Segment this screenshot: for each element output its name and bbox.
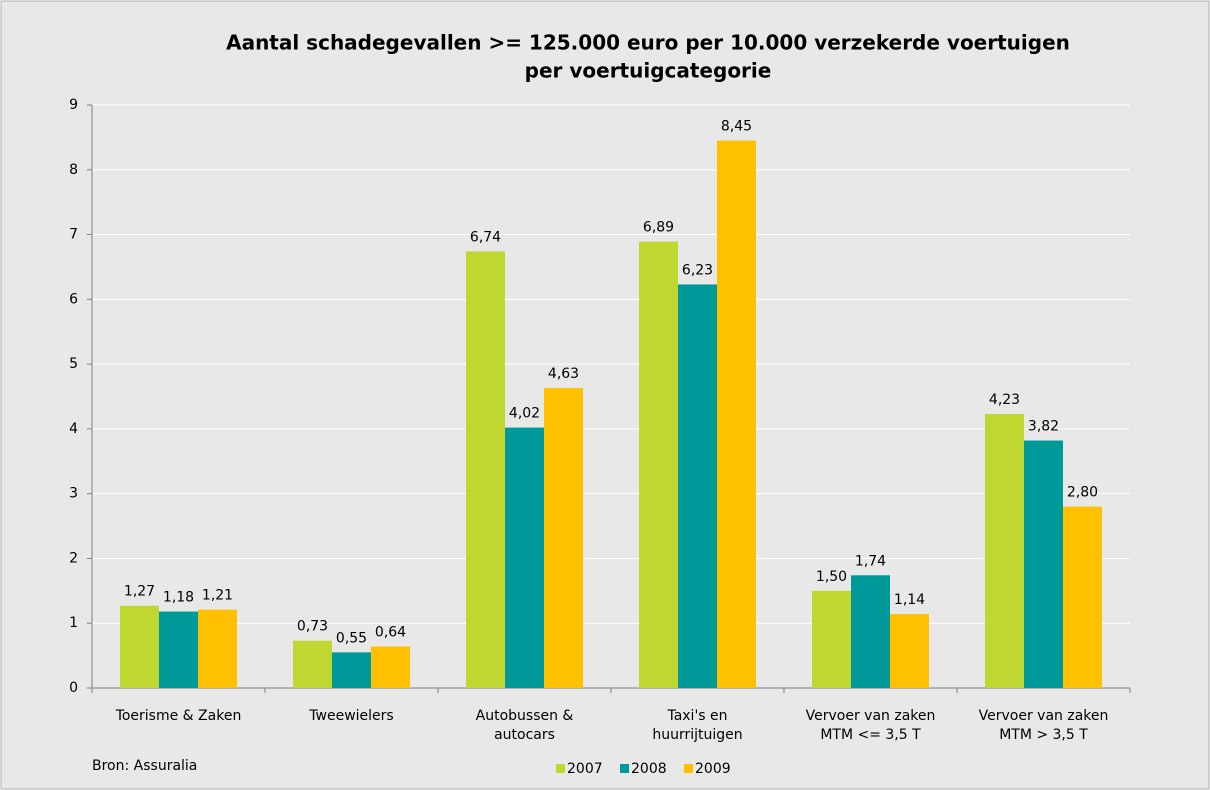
legend-swatch — [556, 764, 565, 773]
y-tick-label: 8 — [69, 162, 78, 178]
bar — [717, 140, 756, 688]
bar — [890, 614, 929, 688]
x-tick-label: MTM <= 3,5 T — [820, 727, 921, 743]
value-label: 1,21 — [202, 588, 233, 604]
value-label: 4,02 — [509, 406, 540, 422]
value-label: 1,14 — [894, 592, 925, 608]
y-tick-label: 3 — [69, 486, 78, 502]
value-label: 4,23 — [989, 392, 1020, 408]
value-label: 1,74 — [855, 553, 886, 569]
bar — [159, 611, 198, 688]
bar — [332, 652, 371, 688]
y-tick-label: 4 — [69, 421, 78, 437]
value-label: 6,89 — [643, 220, 674, 236]
bar — [120, 605, 159, 688]
legend-label: 2007 — [567, 761, 603, 777]
bar — [812, 590, 851, 688]
chart-title: per voertuigcategorie — [525, 59, 772, 83]
bar — [198, 609, 237, 688]
x-tick-label: MTM > 3,5 T — [999, 727, 1088, 743]
y-tick-label: 0 — [69, 680, 78, 696]
bar — [985, 413, 1024, 688]
bar — [851, 575, 890, 688]
y-tick-label: 6 — [69, 291, 78, 307]
x-tick-label: Taxi's en — [666, 708, 727, 724]
legend-swatch — [684, 764, 693, 773]
legend-label: 2008 — [631, 761, 667, 777]
value-label: 1,50 — [816, 569, 847, 585]
bar — [1063, 506, 1102, 688]
value-label: 0,64 — [375, 625, 406, 641]
bar — [505, 427, 544, 688]
chart-title: Aantal schadegevallen >= 125.000 euro pe… — [226, 31, 1070, 55]
legend-label: 2009 — [695, 761, 731, 777]
value-label: 3,82 — [1028, 419, 1059, 435]
bar — [371, 646, 410, 688]
value-label: 4,63 — [548, 366, 579, 382]
x-tick-label: Autobussen & — [476, 708, 574, 724]
value-label: 6,74 — [470, 229, 501, 245]
value-label: 6,23 — [682, 262, 713, 278]
value-label: 8,45 — [721, 119, 752, 135]
x-tick-label: huurrijtuigen — [652, 727, 742, 743]
y-tick-label: 9 — [69, 97, 78, 113]
x-tick-label: Vervoer van zaken — [806, 708, 936, 724]
bar — [678, 284, 717, 688]
value-label: 1,27 — [124, 584, 155, 600]
y-tick-label: 2 — [69, 550, 78, 566]
x-tick-label: Vervoer van zaken — [979, 708, 1109, 724]
y-tick-label: 7 — [69, 227, 78, 243]
x-tick-label: Tweewielers — [308, 708, 393, 724]
bar — [293, 640, 332, 688]
source-note: Bron: Assuralia — [92, 758, 197, 774]
x-tick-label: Toerisme & Zaken — [115, 708, 242, 724]
bar — [544, 388, 583, 688]
value-label: 0,73 — [297, 619, 328, 635]
x-tick-label: autocars — [494, 727, 555, 743]
bar — [1024, 440, 1063, 688]
value-label: 0,55 — [336, 630, 367, 646]
value-label: 1,18 — [163, 590, 194, 606]
legend-swatch — [620, 764, 629, 773]
y-tick-label: 1 — [69, 615, 78, 631]
bar — [466, 251, 505, 689]
value-label: 2,80 — [1067, 485, 1098, 501]
y-tick-label: 5 — [69, 356, 78, 372]
bar — [639, 241, 678, 689]
